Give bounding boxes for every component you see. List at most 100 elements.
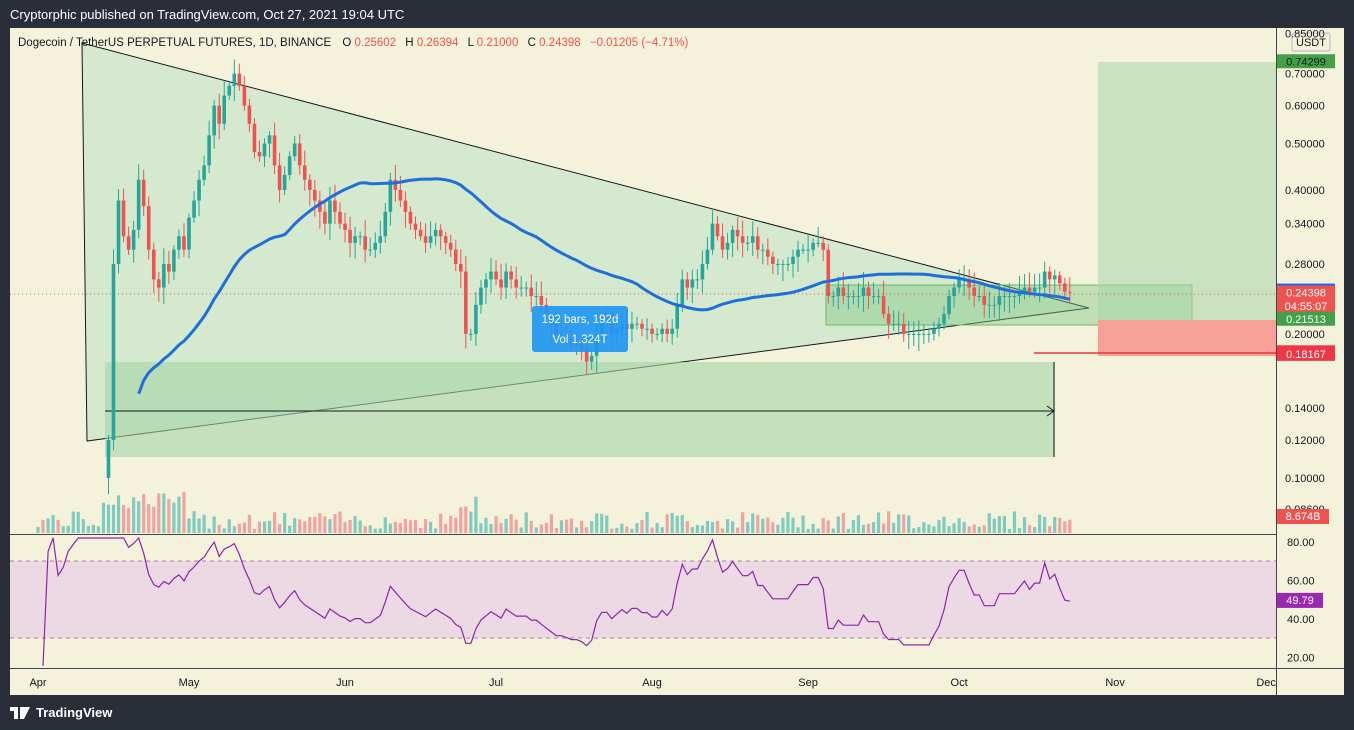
candle-body xyxy=(791,256,795,264)
volume-bar xyxy=(630,528,634,533)
price-tick-label: 0.28000 xyxy=(1285,259,1325,271)
candle-body xyxy=(1042,271,1047,288)
candle-body xyxy=(111,264,116,441)
long-target-zone[interactable] xyxy=(1098,62,1276,320)
volume-bar xyxy=(665,514,669,533)
volume-bar xyxy=(373,528,377,533)
volume-bar xyxy=(398,522,402,533)
candle-body xyxy=(705,249,710,264)
candle-body xyxy=(393,179,398,190)
candle-body xyxy=(932,328,936,334)
volume-bar xyxy=(781,517,785,533)
candle-body xyxy=(881,296,886,315)
candle-body xyxy=(901,323,906,334)
candle-body xyxy=(982,296,987,305)
volume-bar xyxy=(353,516,357,533)
volume-bar xyxy=(61,526,65,533)
volume-bar xyxy=(519,527,523,533)
volume-bar xyxy=(580,520,584,533)
volume-bar xyxy=(41,519,45,533)
volume-bar xyxy=(56,520,60,533)
volume-layer xyxy=(36,491,1072,533)
candle-body xyxy=(660,328,664,334)
candle-body xyxy=(912,333,916,335)
price-tick-label: 0.10000 xyxy=(1285,473,1325,485)
candle-body xyxy=(967,279,971,288)
candle-body xyxy=(348,229,352,243)
axis-corner xyxy=(1277,669,1344,695)
volume-bar xyxy=(836,516,840,533)
candle-body xyxy=(302,165,307,180)
long-stop-zone[interactable] xyxy=(1098,320,1276,356)
candle-body xyxy=(282,174,287,190)
candle-body xyxy=(479,287,483,305)
candle-body xyxy=(710,223,715,250)
candle-body xyxy=(1012,296,1017,298)
volume-bar xyxy=(278,524,282,533)
candle-body xyxy=(489,271,493,280)
candle-body xyxy=(126,236,131,250)
volume-bar xyxy=(137,501,141,533)
candle-body xyxy=(398,189,403,201)
volume-bar xyxy=(574,527,579,533)
candle-body xyxy=(343,223,347,230)
candle-body xyxy=(418,229,423,237)
volume-bar xyxy=(655,523,659,533)
volume-bar xyxy=(1058,517,1062,533)
volume-bar xyxy=(871,522,876,533)
time-axis[interactable] xyxy=(10,669,1276,695)
candle-body xyxy=(207,135,211,166)
tradingview-logo[interactable]: TradingView xyxy=(10,705,112,720)
candle-body xyxy=(443,236,448,243)
volume-bar xyxy=(116,495,121,533)
volume-bar xyxy=(454,517,458,533)
price-tick-label: 0.85000 xyxy=(1285,28,1325,40)
volume-bar xyxy=(272,512,277,533)
candle-body xyxy=(1052,275,1057,280)
volume-bar xyxy=(333,514,337,533)
high-value: 0.26394 xyxy=(417,37,459,49)
volume-bar xyxy=(927,524,931,533)
candle-body xyxy=(277,165,282,190)
rsi-badge xyxy=(1277,592,1323,608)
time-tick-label: Jul xyxy=(489,677,503,689)
volume-bar xyxy=(489,524,493,533)
currency-selector[interactable]: USDT xyxy=(1291,32,1331,52)
volume-bar xyxy=(348,519,352,533)
demand-zone[interactable] xyxy=(105,362,1055,457)
candle-body xyxy=(242,85,247,106)
volume-bar xyxy=(383,517,387,533)
candle-body xyxy=(212,105,216,136)
candle-body xyxy=(116,200,121,264)
volume-bar xyxy=(1022,517,1027,533)
volume-badge-label: 8.674B xyxy=(1286,511,1321,523)
candle-body xyxy=(499,279,503,288)
price-tick-label: 0.14000 xyxy=(1285,403,1325,415)
open-label: O xyxy=(342,37,351,49)
candle-body xyxy=(821,242,825,250)
volume-bar xyxy=(937,520,941,533)
candle-body xyxy=(453,249,458,264)
volume-bar xyxy=(127,508,131,533)
volume-bar xyxy=(267,520,272,533)
candle-body xyxy=(816,242,820,244)
volume-bar xyxy=(962,521,966,533)
candle-body xyxy=(121,200,126,237)
volume-bar xyxy=(66,525,70,533)
candle-body xyxy=(740,236,745,243)
candle-body xyxy=(761,249,765,251)
candle-body xyxy=(297,143,302,166)
rsi-ticks: 80.00 60.00 40.00 20.00 xyxy=(1287,537,1315,665)
candle-body xyxy=(1032,287,1037,292)
time-tick-label: Aug xyxy=(642,677,662,689)
candle-body xyxy=(378,236,383,243)
volume-bar xyxy=(786,511,790,533)
candle-body xyxy=(504,271,508,288)
volume-bar xyxy=(227,519,231,533)
candle-body xyxy=(172,249,176,272)
candle-body xyxy=(403,200,408,212)
symbol-name: Dogecoin / TetherUS PERPETUAL FUTURES, 1… xyxy=(18,37,331,49)
volume-bar xyxy=(418,527,423,533)
volume-bar xyxy=(897,514,901,533)
volume-bar xyxy=(1017,527,1022,533)
